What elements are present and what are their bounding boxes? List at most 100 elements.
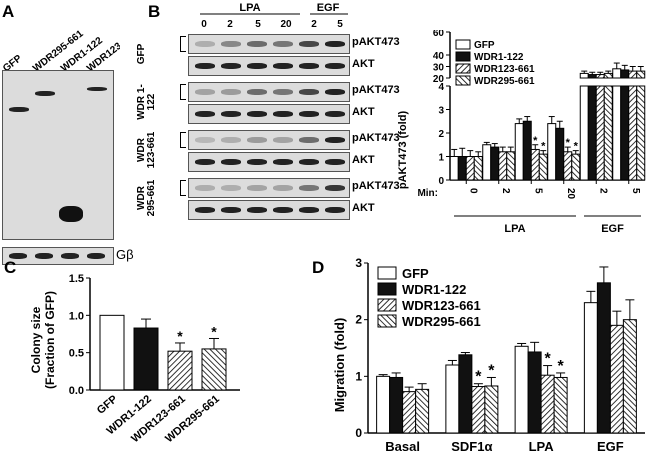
legend-label: WDR295-661: [474, 76, 535, 87]
bar: [457, 156, 467, 181]
blot-band-label: AKT: [352, 154, 375, 166]
significance-star: *: [211, 323, 217, 339]
group-label: LPA: [504, 223, 525, 235]
blot-band-label: pAKT473: [352, 84, 400, 96]
legend-swatch: [455, 39, 471, 50]
blot-strip: [188, 178, 350, 198]
panel-b-header: LPA EGF 0 2 5 20 2 5: [200, 2, 348, 30]
bar: [522, 120, 532, 181]
blot-band-label: AKT: [352, 106, 375, 118]
legend-label: WDR123-661: [402, 298, 481, 313]
panel-d-chart: Migration (fold) 0 1 2 3 Basal SDF1α LPA EGF * *…: [332, 256, 645, 454]
bar: [530, 148, 540, 181]
bar: [538, 153, 548, 181]
panel-a-lane-labels: GFP WDR295-661 WDR1-122 WDR123-661: [1, 28, 120, 70]
significance-star: *: [574, 141, 579, 153]
x-tick-label: 20: [565, 188, 576, 200]
significance-star: *: [533, 135, 538, 147]
y-tick-label: 1.5: [69, 273, 84, 285]
bar: [506, 151, 516, 181]
bar: [133, 327, 159, 391]
blot-bracket: [180, 84, 186, 100]
panel-a-blot: [2, 70, 114, 240]
significance-star: *: [541, 141, 546, 153]
blot-strip: [188, 152, 350, 172]
y-tick-label: 40: [433, 51, 445, 62]
blot-strip: [188, 104, 350, 124]
x-tick-label: 0: [467, 188, 478, 194]
bar: [555, 127, 565, 181]
y-tick-label: 3: [355, 256, 362, 270]
lane-label: GFP: [1, 53, 24, 70]
bar: [473, 156, 483, 181]
y-tick-label: 30: [433, 63, 445, 74]
bar: [603, 72, 613, 79]
significance-star: *: [475, 369, 482, 386]
blot-strip: [188, 56, 350, 76]
bar: [449, 156, 459, 181]
blot-band: [87, 87, 107, 91]
y-tick-label: 1: [355, 369, 362, 383]
dose-label: 2: [311, 19, 317, 30]
group-label: EGF: [601, 223, 624, 235]
blot-strip: [188, 34, 350, 54]
c-ylabel: Colony size: [29, 306, 43, 373]
y-tick-label: 3: [438, 106, 444, 117]
bar: [99, 314, 125, 391]
bar: [603, 85, 613, 181]
blot-band-label: AKT: [352, 202, 375, 214]
bar: [571, 153, 581, 181]
blot-sample-label: WDR 1-122: [136, 84, 157, 120]
legend-label: WDR123-661: [474, 64, 535, 75]
legend-swatch: [455, 75, 471, 86]
x-tick-label: 2: [500, 188, 511, 194]
panel-c-letter: C: [4, 258, 17, 277]
bar: [465, 156, 475, 181]
bar: [415, 388, 430, 434]
bar: [620, 69, 630, 79]
legend-swatch: [377, 282, 397, 296]
blot-strip: [188, 200, 350, 220]
bar: [514, 345, 529, 434]
x-tick-label: EGF: [597, 439, 624, 454]
x-tick-label: GFP: [95, 393, 120, 417]
bar: [402, 391, 417, 434]
group-label-lpa: LPA: [239, 2, 260, 14]
y-tick-label: 4: [438, 82, 444, 93]
legend-swatch: [455, 63, 471, 74]
bar: [579, 85, 589, 181]
bar: [167, 350, 193, 391]
y-tick-label: 1: [438, 153, 444, 164]
legend-label: WDR295-661: [402, 314, 481, 329]
dose-label: 0: [201, 19, 207, 30]
significance-star: *: [566, 137, 571, 149]
bar: [595, 74, 605, 79]
blot-bracket: [180, 180, 186, 196]
panel-c-chart: Colony size (Fraction of GFP) 0.0 0.5 1.0 1…: [29, 273, 240, 445]
y-tick-label: 1.0: [69, 310, 84, 322]
x-tick-label: 2: [597, 188, 608, 194]
b-ylabel: pAKT473 (fold): [397, 111, 409, 190]
loading-label: Gβ: [116, 247, 134, 262]
panel-b-letter: B: [148, 2, 161, 21]
bar: [445, 364, 460, 434]
bar: [636, 70, 646, 79]
d-ylabel: Migration (fold): [332, 318, 347, 413]
legend-swatch: [455, 51, 471, 62]
bar: [628, 70, 638, 79]
blot-band-label: AKT: [352, 58, 375, 70]
dose-label: 5: [337, 19, 343, 30]
blot-sample-label: WDR 295-661: [136, 179, 157, 217]
y-tick-label: 60: [433, 30, 445, 39]
x-tick-label: Basal: [385, 439, 420, 454]
legend-swatch: [377, 314, 397, 328]
bar: [458, 354, 473, 434]
bar: [612, 85, 622, 181]
bar: [389, 376, 404, 434]
bar: [540, 374, 555, 434]
blot-sample-label: GFP: [136, 43, 147, 65]
group-label-egf: EGF: [317, 2, 340, 14]
bar: [527, 351, 542, 434]
bar: [612, 68, 622, 79]
